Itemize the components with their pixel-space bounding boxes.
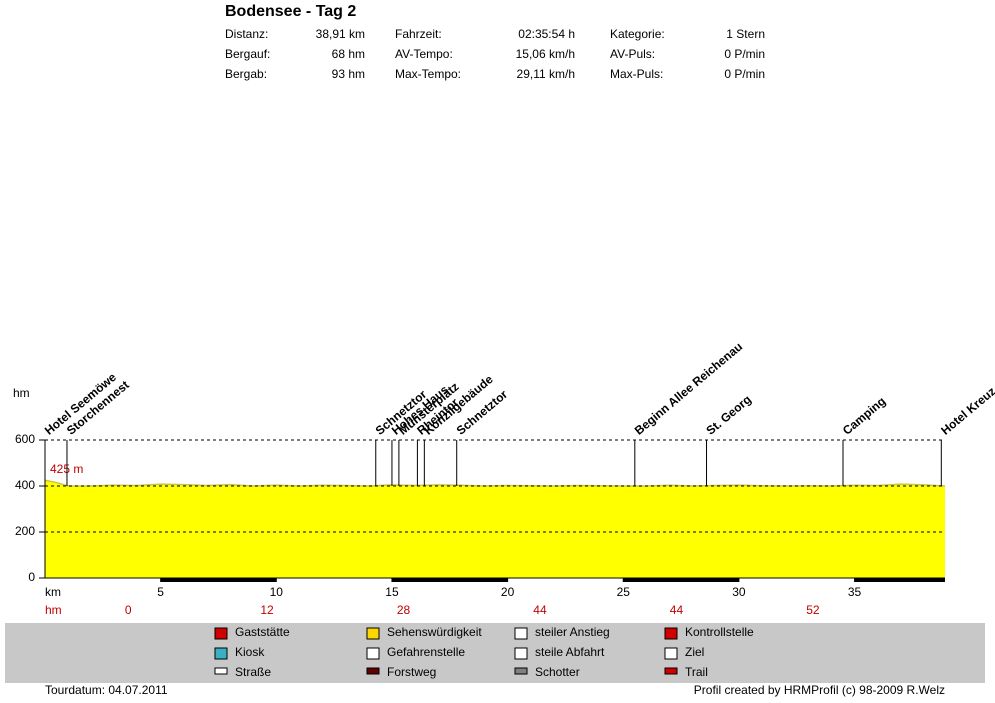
stat-label: AV-Puls: — [610, 47, 655, 61]
hm-row-label: hm — [45, 603, 62, 617]
km-scale-bar — [854, 578, 945, 582]
legend-label: Gefahrenstelle — [387, 645, 465, 659]
legend-icon — [214, 627, 228, 640]
legend-label: Forstweg — [387, 665, 436, 679]
hm-value: 44 — [533, 603, 547, 617]
legend-icon — [664, 647, 678, 660]
km-scale-bar — [391, 578, 508, 582]
y-tick-label: 0 — [28, 570, 35, 584]
legend-icon — [366, 647, 380, 660]
legend-box — [5, 623, 985, 683]
x-tick-label: 35 — [848, 585, 862, 599]
hm-value: 52 — [806, 603, 820, 617]
x-tick-label: 15 — [385, 585, 399, 599]
legend-icon — [664, 627, 678, 640]
stat-value: 29,11 km/h — [517, 67, 575, 81]
legend-label: steiler Anstieg — [535, 625, 610, 639]
legend-icon — [214, 647, 228, 660]
hm-value: 12 — [260, 603, 274, 617]
legend-icon — [514, 627, 528, 640]
stat-value: 02:35:54 h — [518, 27, 575, 41]
x-tick-label: 5 — [157, 585, 164, 599]
stat-label: Max-Tempo: — [395, 67, 461, 81]
x-axis-label: km — [45, 585, 61, 599]
stat-value: 38,91 km — [316, 27, 365, 41]
stat-value: 93 hm — [332, 67, 365, 81]
waypoint-label: St. Georg — [703, 392, 753, 437]
x-tick-label: 10 — [270, 585, 284, 599]
stat-label: Bergauf: — [225, 47, 270, 61]
footer-date: Tourdatum: 04.07.2011 — [45, 683, 168, 697]
stat-label: Max-Puls: — [610, 67, 663, 81]
legend-icon — [366, 627, 380, 640]
legend-label: Kontrollstelle — [685, 625, 754, 639]
legend-label: Schotter — [535, 665, 580, 679]
stat-label: Fahrzeit: — [395, 27, 442, 41]
legend-label: Kiosk — [235, 645, 265, 659]
legend-icon — [214, 667, 228, 675]
x-tick-label: 20 — [501, 585, 515, 599]
y-tick-label: 200 — [15, 524, 35, 538]
x-tick-label: 25 — [617, 585, 631, 599]
legend-label: Gaststätte — [235, 625, 290, 639]
elevation-area — [45, 480, 945, 578]
legend-icon — [366, 667, 380, 675]
stat-value: 0 P/min — [724, 47, 765, 61]
hm-value: 44 — [670, 603, 684, 617]
legend-label: Trail — [685, 665, 708, 679]
legend-label: Sehenswürdigkeit — [387, 625, 482, 639]
hm-value: 28 — [397, 603, 411, 617]
km-scale-bar — [623, 578, 739, 582]
stat-label: Distanz: — [225, 27, 268, 41]
waypoint-label: Camping — [840, 394, 888, 438]
y-tick-label: 600 — [15, 432, 35, 446]
stat-label: AV-Tempo: — [395, 47, 453, 61]
legend-label: Ziel — [685, 645, 704, 659]
legend-icon — [514, 647, 528, 660]
title: Bodensee - Tag 2 — [225, 3, 356, 20]
y-tick-label: 400 — [15, 478, 35, 492]
y-axis-label: hm — [13, 386, 30, 400]
stat-label: Kategorie: — [610, 27, 665, 41]
legend-icon — [664, 667, 678, 675]
hm-value: 0 — [125, 603, 132, 617]
legend-icon — [514, 667, 528, 675]
legend-label: Straße — [235, 665, 271, 679]
km-scale-bar — [160, 578, 277, 582]
stat-value: 1 Stern — [726, 27, 765, 41]
x-tick-label: 30 — [732, 585, 746, 599]
footer-credit: Profil created by HRMProfil (c) 98-2009 … — [694, 683, 945, 697]
stat-value: 15,06 km/h — [516, 47, 575, 61]
legend-label: steile Abfahrt — [535, 645, 605, 659]
stat-label: Bergab: — [225, 67, 267, 81]
stat-value: 68 hm — [332, 47, 365, 61]
elevation-line — [44, 479, 946, 487]
waypoint-label: Hotel Kreuz — [938, 384, 995, 438]
stat-value: 0 P/min — [724, 67, 765, 81]
